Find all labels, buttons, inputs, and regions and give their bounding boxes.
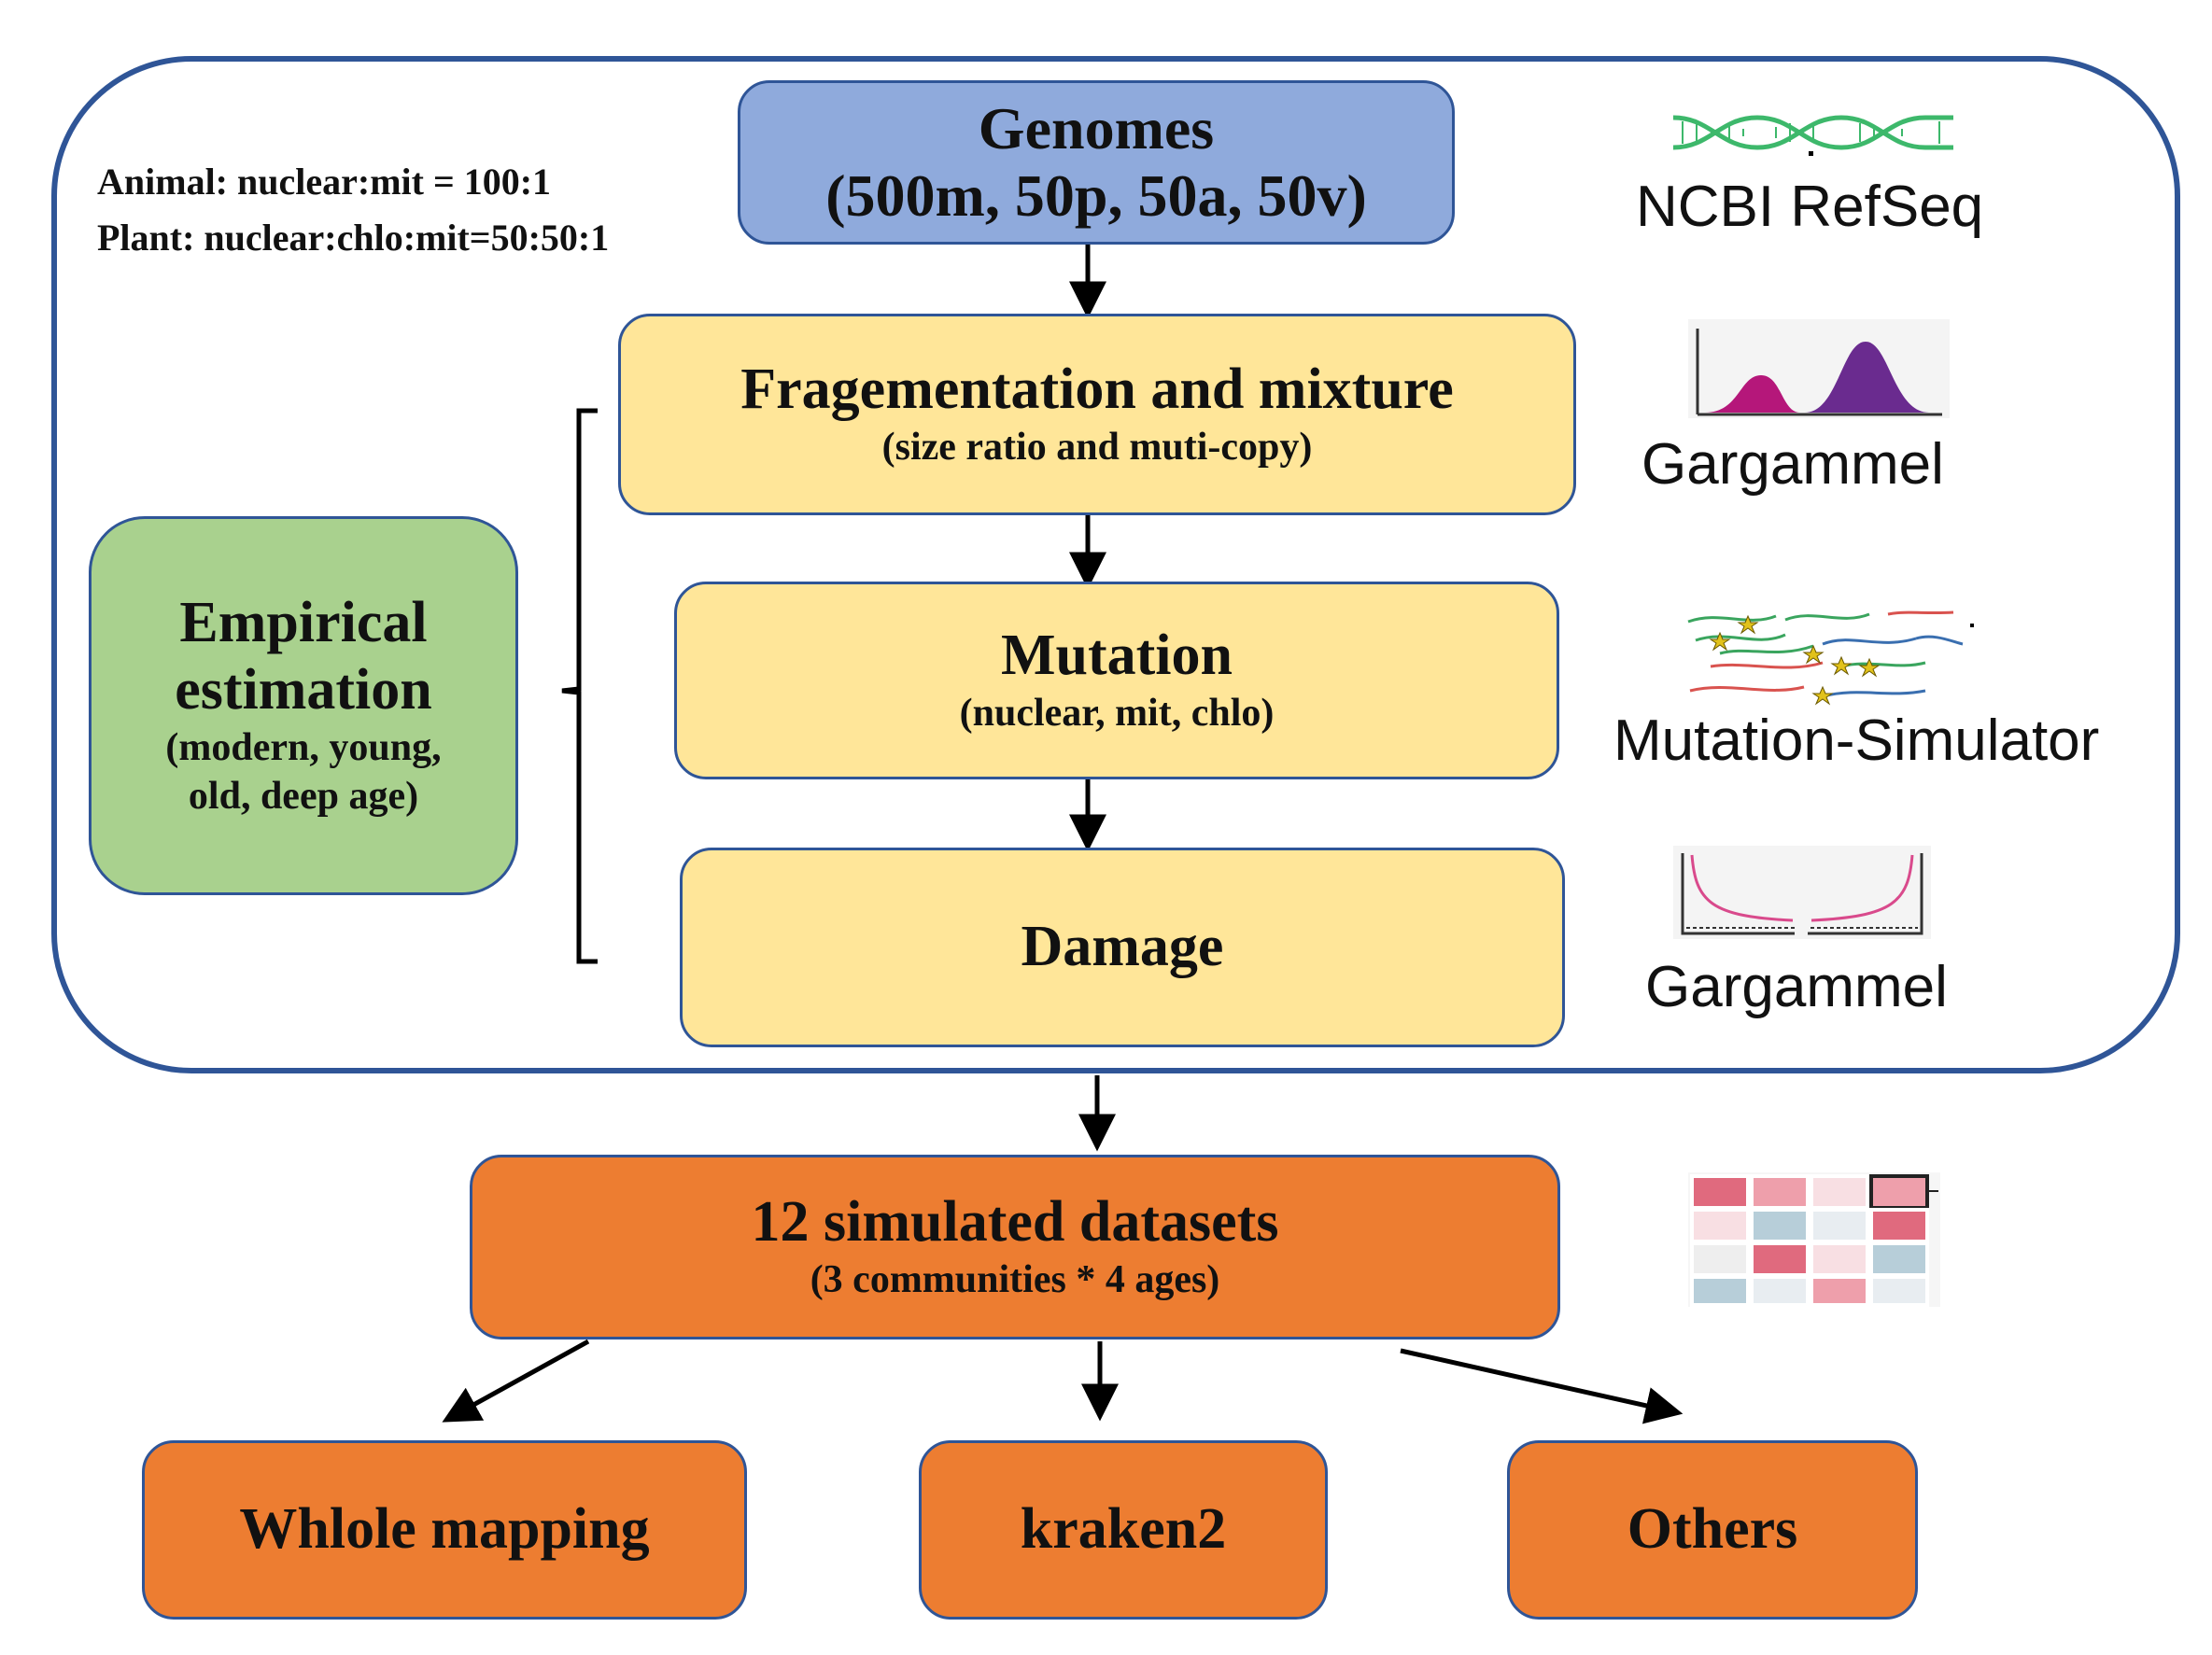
datasets-subtitle: (3 communities * 4 ages) <box>810 1258 1220 1302</box>
empirical-line1: Empirical <box>179 591 428 655</box>
plant-ratio: Plant: nuclear:chlo:mit=50:50:1 <box>97 217 610 259</box>
output-kraken2: kraken2 <box>919 1440 1328 1620</box>
genomes-subtitle: (500m, 50p, 50a, 50v) <box>825 162 1367 229</box>
output-others-label: Others <box>1627 1497 1798 1562</box>
tool-mutation-simulator: Mutation-Simulator <box>1613 708 2100 773</box>
output-kraken2-label: kraken2 <box>1020 1497 1227 1562</box>
arrow-datasets-to-whole-mapping <box>442 1339 590 1423</box>
datasets-title: 12 simulated datasets <box>751 1190 1279 1255</box>
dna-helix-icon <box>1673 115 1953 156</box>
datasets-box: 12 simulated datasets (3 communities * 4… <box>470 1155 1560 1339</box>
ratio-notes: Animal: nuclear:mit = 100:1 Plant: nucle… <box>97 154 609 266</box>
tool-ncbi-refseq: NCBI RefSeq <box>1636 175 1984 239</box>
mutated-reads-icon <box>1687 610 1974 706</box>
damage-box: Damage <box>680 848 1565 1047</box>
curly-brace <box>561 408 598 964</box>
output-others: Others <box>1507 1440 1918 1620</box>
empirical-sub2: old, deep age) <box>188 775 419 819</box>
animal-ratio: Animal: nuclear:mit = 100:1 <box>97 161 552 203</box>
damage-curve-icon <box>1673 846 1931 939</box>
empirical-line2: estimation <box>175 657 432 722</box>
tool-gargammel-fragmentation: Gargammel <box>1641 432 1944 497</box>
empirical-sub1: (modern, young, <box>165 725 442 769</box>
heatmap-icon <box>1688 1172 1940 1307</box>
simulation-frame <box>51 56 2180 1073</box>
fragmentation-box: Fragementation and mixture (size ratio a… <box>618 314 1576 515</box>
genomes-title: Genomes <box>978 95 1215 162</box>
mutation-title: Mutation <box>1001 624 1233 688</box>
mutation-subtitle: (nuclear, mit, chlo) <box>959 692 1275 736</box>
fragmentation-title: Fragementation and mixture <box>740 358 1454 422</box>
arrow-datasets-to-others <box>1400 1348 1684 1424</box>
distribution-peaks-icon <box>1688 319 1950 418</box>
genomes-box: Genomes (500m, 50p, 50a, 50v) <box>738 80 1455 245</box>
empirical-estimation-box: Empirical estimation (modern, young, old… <box>89 516 518 895</box>
tool-gargammel-damage: Gargammel <box>1645 955 1948 1019</box>
output-whole-mapping-label: Whlole mapping <box>239 1497 650 1562</box>
output-whole-mapping: Whlole mapping <box>142 1440 747 1620</box>
damage-title: Damage <box>1021 915 1224 979</box>
mutation-box: Mutation (nuclear, mit, chlo) <box>674 582 1559 779</box>
fragmentation-subtitle: (size ratio and muti-copy) <box>881 426 1313 470</box>
